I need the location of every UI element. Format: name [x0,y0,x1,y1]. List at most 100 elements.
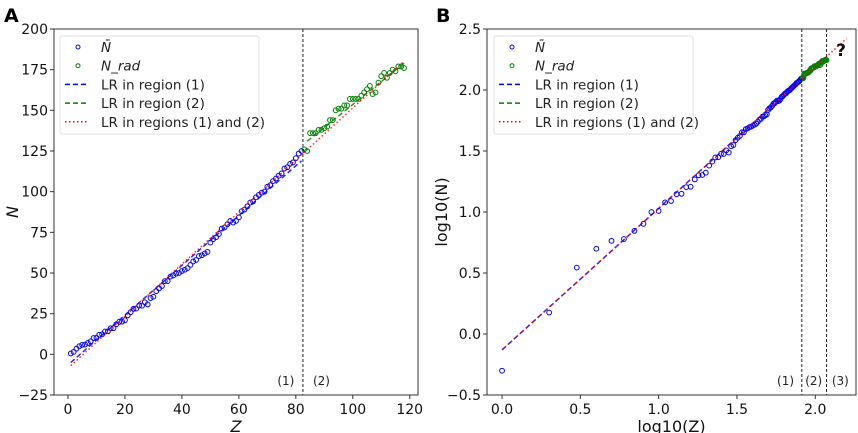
y-axis-label: N [3,206,22,218]
legend-marker [75,44,81,50]
data-point [122,317,128,324]
y-tick-label: −25 [18,388,48,404]
y-tick-label: −0.5 [447,388,481,404]
data-point [687,183,694,190]
y-tick-label: 1.0 [459,205,481,221]
data-point [216,231,222,237]
unknown-region-annotation: ? [836,41,846,61]
data-point [84,340,91,346]
data-point [352,96,359,102]
x-tick-label: 0 [63,402,72,418]
data-point [318,126,325,133]
y-tick-label: 0 [39,347,48,363]
data-point [241,206,248,213]
x-tick-label: 0.5 [569,402,591,418]
data-point [341,102,348,109]
data-point [278,170,285,177]
panel-b: B 0.0 0.5 1.0 1.5 2.0 −0.5 0.0 0.5 1.0 1.5 2.0 2.5 lo… [432,5,857,433]
data-point [631,227,638,234]
legend-label: LR in regions (1) and (2) [535,115,699,131]
legend-item: N̄ [75,39,111,56]
data-point [312,130,319,137]
data-point [499,367,505,374]
legend-label: LR in region (2) [101,96,205,112]
data-point [338,105,345,112]
data-point [662,199,669,206]
y-axis-label: log10(N) [432,177,451,246]
legend-label: N_rad [535,59,575,75]
legend-label: N_rad [101,59,141,75]
data-point [82,341,88,348]
legend-marker [509,44,515,50]
data-point [204,248,211,255]
data-point [198,252,205,259]
legend-label: LR in region (1) [535,77,639,93]
data-point [332,107,339,114]
data-point [321,125,328,132]
data-point [181,266,188,273]
axes-frame [53,28,419,396]
data-point [395,63,402,70]
data-point [187,261,194,268]
y-tick-label: 0.5 [459,266,481,282]
data-point [730,142,737,148]
legend-label: N̄ [535,39,545,56]
x-tick-label: 0.0 [491,402,513,418]
x-tick-label: 40 [173,402,191,418]
legend-marker [509,63,515,69]
data-point [193,257,200,263]
y-tick-label: 75 [30,225,48,241]
data-point [79,341,86,348]
data-point [378,73,385,80]
regression-line [802,60,827,80]
panel-label: B [436,5,450,27]
data-point [104,328,111,335]
x-tick-label: 20 [116,402,134,418]
legend-label: LR in region (1) [101,77,205,93]
data-point [381,70,388,76]
data-point [201,250,208,257]
data-point [67,350,74,357]
data-point [668,198,674,204]
data-point [369,91,376,97]
legend-item: N_rad [509,59,575,75]
data-point [767,104,774,111]
data-point [150,293,157,300]
y-tick-label: 100 [21,185,48,201]
legend-item: N_rad [75,59,141,75]
legend-box [59,35,260,135]
regression-line [70,160,303,363]
y-tick-label: 125 [21,144,48,160]
legend-label: LR in region (2) [535,96,639,112]
data-point [304,148,311,154]
data-point [384,74,390,81]
panel-label: A [4,5,19,27]
x-axis-label: log10(Z) [637,417,705,433]
legend-label: N̄ [101,39,111,56]
region-label: (3) [832,374,849,388]
data-point [284,164,291,171]
data-point [366,83,373,89]
y-tick-label: 0.0 [459,327,481,343]
region-label: (1) [777,374,794,388]
data-point [573,264,580,271]
x-tick-label: 2.0 [804,402,826,418]
legend-marker [75,63,81,69]
y-tick-label: 50 [30,266,48,282]
data-point [310,130,316,137]
data-point [184,265,191,272]
legend: N̄ N_rad LR in region (1) LR in region (2) L… [493,35,699,135]
data-point [702,169,709,176]
x-axis-label: Z [230,417,243,433]
data-point [90,335,97,341]
data-point [307,130,313,137]
data-point [76,343,83,350]
x-tick-label: 100 [339,402,366,418]
legend-item: LR in regions (1) and (2) [499,115,699,131]
legend-item: N̄ [509,39,545,56]
data-point [144,301,151,308]
region-label: (2) [313,374,330,388]
data-point [329,117,336,123]
legend-item: LR in region (2) [499,96,639,112]
